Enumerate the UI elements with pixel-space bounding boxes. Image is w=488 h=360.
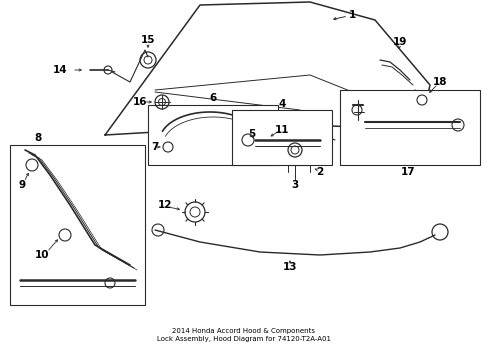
FancyBboxPatch shape [148,105,278,165]
Text: 5: 5 [248,129,255,139]
Text: 3: 3 [291,180,298,190]
FancyBboxPatch shape [339,90,479,165]
Text: 7: 7 [151,142,159,152]
Text: 2: 2 [316,167,323,177]
Text: 19: 19 [392,37,407,47]
Text: 4: 4 [278,99,285,109]
Text: 11: 11 [274,125,289,135]
FancyBboxPatch shape [10,145,145,305]
Text: 12: 12 [158,200,172,210]
Text: 18: 18 [432,77,447,87]
Text: 1: 1 [347,10,355,20]
Text: 15: 15 [141,35,155,45]
Text: 13: 13 [282,262,297,272]
Text: 16: 16 [132,97,147,107]
FancyBboxPatch shape [231,110,331,165]
Text: 6: 6 [209,93,216,103]
Text: 10: 10 [35,250,49,260]
Text: 14: 14 [53,65,67,75]
Text: 2014 Honda Accord Hood & Components
Lock Assembly, Hood Diagram for 74120-T2A-A0: 2014 Honda Accord Hood & Components Lock… [157,328,330,342]
Text: 8: 8 [34,133,41,143]
Text: 17: 17 [400,167,414,177]
Text: 9: 9 [19,180,25,190]
